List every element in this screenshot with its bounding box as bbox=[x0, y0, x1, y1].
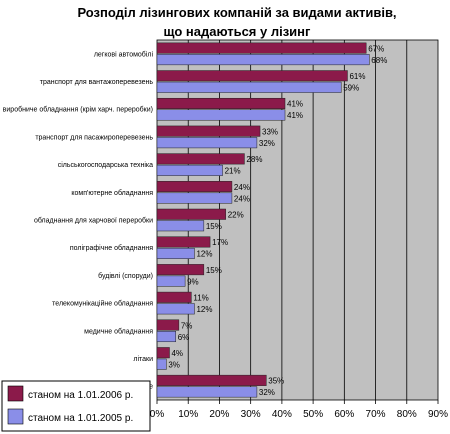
data-label: 15% bbox=[206, 222, 222, 231]
data-label: 61% bbox=[349, 72, 365, 81]
x-axis-ticks: 0% 10% 20% 30% 40% 50% 60% 70% 80% 90% bbox=[150, 400, 448, 420]
data-label: 7% bbox=[181, 321, 193, 330]
category-label: поліграфічне обладнання bbox=[70, 244, 153, 252]
bar bbox=[156, 42, 367, 54]
category-label: обладнання для харчової переробки bbox=[34, 217, 153, 225]
category-label: транспорт для вантажоперевезень bbox=[40, 79, 154, 86]
bar bbox=[156, 109, 286, 121]
x-tick-label: 70% bbox=[366, 409, 386, 420]
bar bbox=[156, 164, 223, 176]
category-label: транспорт для пасажироперевезень bbox=[35, 134, 153, 141]
data-label: 11% bbox=[193, 294, 208, 303]
data-label: 41% bbox=[287, 100, 303, 109]
bar bbox=[156, 319, 180, 331]
bar bbox=[156, 192, 233, 204]
chart-subtitle: що надаються у лізинг bbox=[164, 24, 311, 39]
legend-swatch-2006 bbox=[7, 385, 24, 402]
x-tick-label: 20% bbox=[209, 409, 229, 420]
legend-label-2005: станом на 1.01.2005 р. bbox=[28, 413, 133, 424]
bar bbox=[156, 386, 258, 398]
data-label: 41% bbox=[287, 111, 303, 120]
bar bbox=[156, 54, 370, 66]
bar bbox=[156, 181, 233, 193]
data-label: 68% bbox=[371, 56, 387, 65]
data-label: 32% bbox=[259, 388, 275, 397]
bar bbox=[156, 137, 258, 149]
category-label: комп'ютерне обладнання bbox=[71, 189, 153, 197]
x-tick-label: 40% bbox=[272, 409, 292, 420]
x-tick-label: 90% bbox=[428, 409, 448, 420]
category-label: легкові автомобілі bbox=[94, 50, 154, 58]
x-tick-label: 60% bbox=[334, 409, 354, 420]
data-labels: 67% 68% 61% 59% 41% 41% 33% 32% 28% 21% 24% 24% 22% 1… bbox=[168, 44, 387, 397]
bar bbox=[156, 264, 205, 276]
plot-area bbox=[156, 39, 439, 401]
bar bbox=[156, 220, 205, 232]
chart-title: Розподіл лізингових компаній за видами а… bbox=[77, 5, 396, 20]
bar bbox=[156, 125, 261, 137]
data-label: 22% bbox=[228, 211, 244, 220]
data-label: 17% bbox=[212, 238, 228, 247]
bar bbox=[156, 153, 245, 165]
category-label: будівлі (споруди) bbox=[98, 272, 153, 280]
legend: станом на 1.01.2006 р. станом на 1.01.20… bbox=[1, 380, 151, 432]
category-label: медичне обладнання bbox=[84, 327, 153, 335]
x-tick-label: 50% bbox=[303, 409, 323, 420]
legend-box bbox=[1, 380, 151, 432]
bars bbox=[156, 42, 370, 398]
bar bbox=[156, 331, 176, 343]
x-tick-label: 0% bbox=[150, 409, 165, 420]
bar bbox=[156, 247, 195, 259]
data-label: 4% bbox=[171, 349, 183, 358]
category-labels: легкові автомобілі транспорт для вантажоп… bbox=[3, 50, 154, 390]
data-label: 15% bbox=[206, 266, 222, 275]
data-label: 32% bbox=[259, 139, 275, 148]
bar bbox=[156, 374, 267, 386]
bar bbox=[156, 236, 211, 248]
data-label: 12% bbox=[196, 305, 212, 314]
data-label: 6% bbox=[178, 333, 190, 342]
data-label: 35% bbox=[268, 377, 284, 386]
data-label: 33% bbox=[262, 127, 278, 136]
bar bbox=[156, 81, 342, 93]
legend-label-2006: станом на 1.01.2006 р. bbox=[28, 390, 133, 401]
data-label: 3% bbox=[168, 360, 180, 369]
bar bbox=[156, 70, 348, 82]
bar bbox=[156, 358, 167, 370]
bar bbox=[156, 291, 192, 303]
x-tick-label: 30% bbox=[241, 409, 261, 420]
category-label: сільськогосподарська техніка bbox=[58, 161, 153, 169]
data-label: 67% bbox=[368, 44, 384, 53]
bar bbox=[156, 97, 286, 109]
bar bbox=[156, 347, 170, 359]
data-label: 24% bbox=[234, 183, 250, 192]
x-tick-label: 80% bbox=[397, 409, 417, 420]
bar bbox=[156, 208, 226, 220]
data-label: 24% bbox=[234, 194, 250, 203]
x-tick-label: 10% bbox=[178, 409, 198, 420]
category-label: виробниче обладнання (крім харч. перероб… bbox=[3, 106, 153, 114]
bar bbox=[156, 275, 186, 287]
data-label: 12% bbox=[196, 250, 212, 259]
data-label: 9% bbox=[187, 277, 199, 286]
data-label: 28% bbox=[246, 155, 262, 164]
data-label: 21% bbox=[225, 167, 241, 176]
category-label: літаки bbox=[133, 355, 153, 363]
data-label: 59% bbox=[343, 84, 359, 93]
category-label: телекомунікаційне обладнання bbox=[52, 300, 153, 308]
bar bbox=[156, 303, 195, 315]
legend-swatch-2005 bbox=[7, 408, 24, 425]
